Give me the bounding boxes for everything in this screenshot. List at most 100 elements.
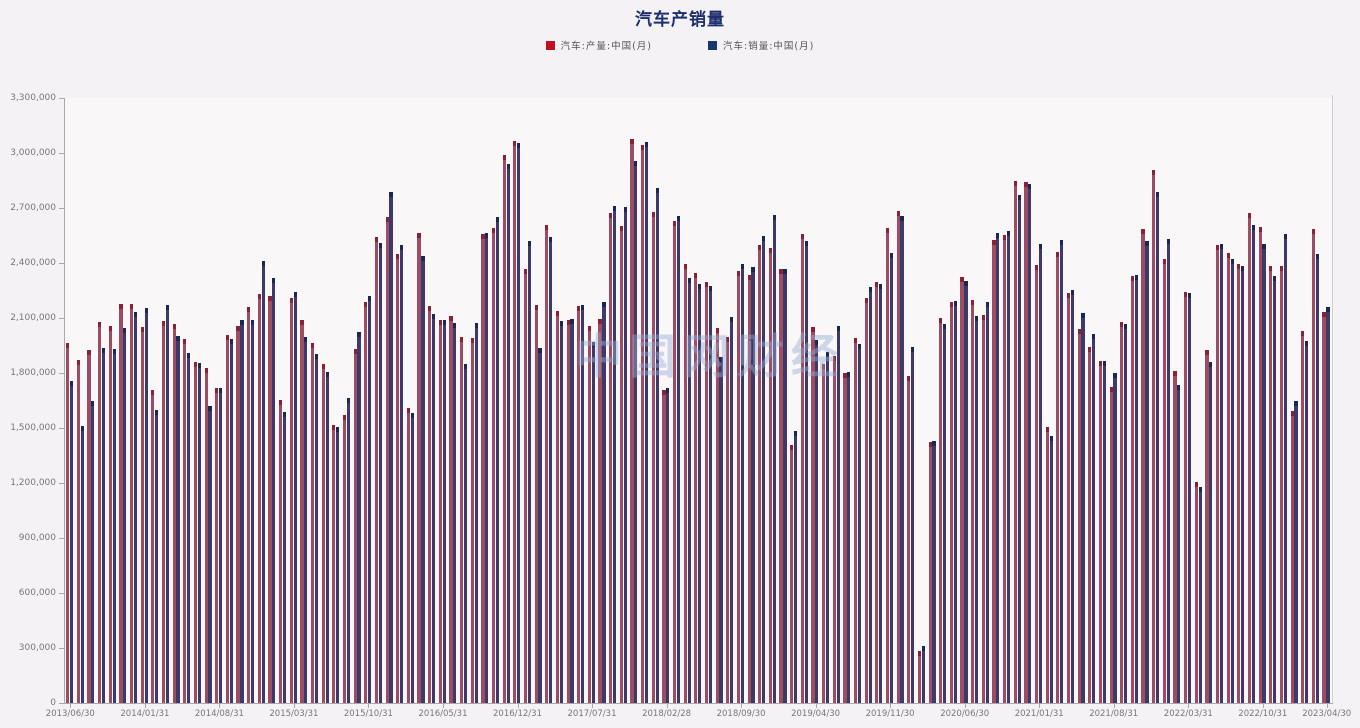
y-tick-label: 900,000: [18, 532, 56, 543]
sales-bar: [772, 215, 776, 703]
legend-item-sales[interactable]: 汽车:销量:中国(月): [708, 38, 814, 52]
sales-bar: [421, 255, 425, 703]
production-bar: [832, 355, 836, 703]
sales-bar: [975, 315, 979, 703]
production-bar: [1120, 322, 1124, 703]
x-tick-mark: [815, 704, 817, 708]
sales-bar: [176, 336, 180, 703]
production-bar: [129, 303, 134, 703]
production-bar: [1194, 482, 1198, 703]
production-bar: [1301, 330, 1305, 703]
sales-bar: [1166, 239, 1170, 703]
x-tick-mark: [219, 704, 221, 708]
sales-bar: [740, 264, 744, 703]
sales-bar: [549, 236, 553, 703]
production-bar: [960, 276, 964, 703]
x-tick-label: 2016/12/31: [493, 709, 542, 719]
production-bar: [310, 343, 315, 703]
sales-bar: [1070, 290, 1074, 703]
production-bar: [981, 314, 985, 703]
production-bar: [1056, 251, 1060, 703]
sales-bar: [762, 235, 766, 703]
production-bar: [534, 305, 538, 703]
production-bar: [971, 299, 975, 703]
sales-bar: [1251, 224, 1255, 703]
sales-bar: [506, 164, 510, 703]
production-bar: [843, 372, 847, 703]
production-bar: [406, 407, 410, 703]
production-bar: [428, 305, 432, 703]
sales-bar: [932, 440, 936, 703]
sales-bar: [1230, 259, 1234, 703]
sales-bar: [623, 207, 627, 703]
x-tick-label: 2018/09/30: [716, 709, 766, 719]
production-bar: [1258, 226, 1262, 703]
production-bar: [651, 211, 655, 703]
production-bar: [1077, 329, 1081, 703]
production-bar: [875, 282, 879, 703]
y-tick-mark: [59, 153, 64, 154]
sales-bar: [495, 217, 500, 703]
production-bar: [279, 400, 283, 703]
sales-bar: [1081, 312, 1085, 703]
sales-bar: [432, 314, 436, 703]
sales-bar: [644, 142, 649, 703]
sales-bar: [666, 388, 670, 703]
sales-bar: [559, 320, 563, 703]
sales-bar: [229, 339, 233, 703]
sales-bar: [187, 352, 191, 703]
legend-item-production[interactable]: 汽车:产量:中国(月): [545, 38, 652, 52]
x-tick-mark: [1262, 704, 1264, 708]
production-bar: [87, 349, 91, 703]
sales-bar: [463, 363, 468, 703]
sales-bar: [197, 362, 201, 703]
sales-bar: [325, 372, 329, 703]
sales-bar: [953, 300, 957, 703]
production-bar: [449, 315, 453, 703]
y-tick-label: 2,400,000: [10, 257, 56, 268]
sales-bar: [1219, 244, 1224, 703]
plot-area[interactable]: [65, 98, 1332, 703]
production-bar: [1322, 311, 1326, 703]
production-bar: [172, 324, 176, 703]
x-tick-mark: [70, 704, 72, 708]
production-bar: [1279, 266, 1284, 703]
production-bar: [939, 317, 943, 703]
sales-bar: [900, 215, 904, 703]
y-axis-line: [64, 98, 65, 704]
sales-bar: [1049, 436, 1053, 703]
sales-bar: [1209, 361, 1213, 703]
sales-bar: [847, 371, 851, 703]
sales-bar: [80, 426, 84, 703]
x-tick-mark: [890, 704, 892, 708]
sales-bar: [357, 331, 361, 703]
production-bar: [470, 338, 474, 703]
production-bar: [161, 320, 166, 703]
sales-bar: [453, 323, 457, 703]
production-bar: [587, 325, 591, 703]
sales-bar: [1262, 243, 1266, 703]
sales-bar: [389, 192, 393, 703]
y-tick-label: 2,100,000: [10, 312, 56, 323]
x-tick-mark: [741, 704, 743, 708]
sales-bar: [293, 291, 297, 703]
production-bar: [736, 271, 741, 703]
sales-bar: [825, 352, 830, 703]
sales-bar: [591, 341, 595, 703]
x-tick-mark: [517, 704, 519, 708]
production-bar: [790, 444, 794, 703]
x-tick-label: 2020/06/30: [940, 709, 990, 719]
x-tick-mark: [293, 704, 295, 708]
production-bar: [1109, 386, 1113, 703]
sales-bar: [889, 252, 893, 703]
sales-bar: [794, 431, 798, 703]
production-bar: [66, 343, 70, 703]
production-bar: [1205, 349, 1209, 703]
production-bar: [215, 388, 219, 703]
x-tick-mark: [1326, 704, 1328, 708]
production-bar: [566, 320, 570, 703]
production-bar: [811, 326, 815, 703]
production-bar: [321, 363, 325, 703]
x-tick-label: 2021/08/31: [1089, 709, 1139, 719]
